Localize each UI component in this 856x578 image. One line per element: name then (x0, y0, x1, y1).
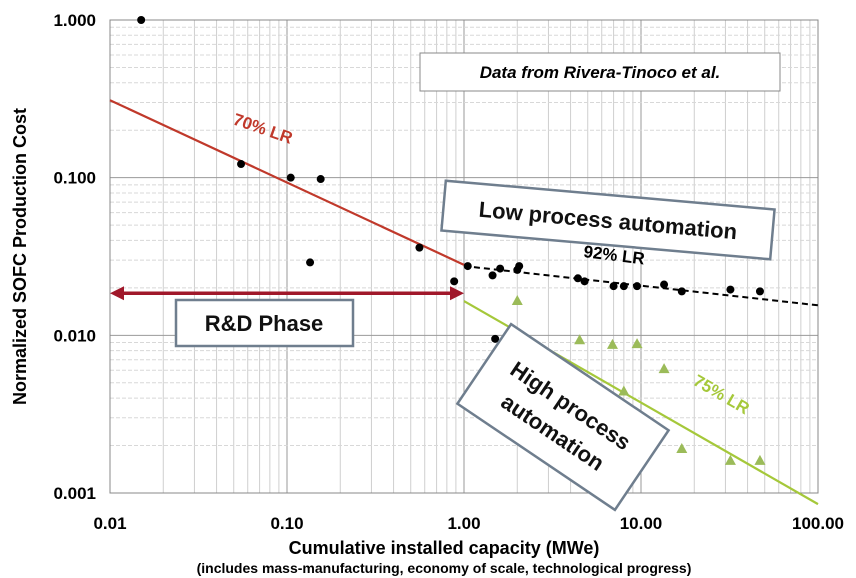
x-axis-title: Cumulative installed capacity (MWe) (289, 538, 600, 558)
y-tick-label: 0.001 (53, 484, 96, 503)
data-point (287, 174, 295, 182)
lr-75-label: 75% LR (690, 371, 753, 418)
x-tick-label: 1.00 (447, 514, 480, 533)
data-point-triangle (754, 455, 765, 465)
data-point (610, 282, 618, 290)
data-point-triangle (607, 339, 618, 349)
data-point (306, 258, 314, 266)
data-point (317, 175, 325, 183)
y-tick-label: 0.100 (53, 169, 96, 188)
data-point (660, 281, 668, 289)
data-point (726, 286, 734, 294)
high-automation-box: High process automation (457, 324, 668, 510)
source-note-box: Data from Rivera-Tinoco et al. (420, 53, 780, 91)
data-point (450, 277, 458, 285)
x-axis-subtitle: (includes mass-manufacturing, economy of… (197, 560, 692, 576)
data-point (415, 244, 423, 252)
x-tick-label: 0.10 (270, 514, 303, 533)
x-tick-label: 100.00 (792, 514, 844, 533)
x-tick-label: 10.00 (620, 514, 663, 533)
data-point (515, 262, 523, 270)
x-tick-label: 0.01 (93, 514, 126, 533)
data-point (581, 277, 589, 285)
data-point (620, 282, 628, 290)
rd-phase-box: R&D Phase (176, 300, 353, 346)
data-point (137, 16, 145, 24)
data-point (756, 287, 764, 295)
y-tick-label: 1.000 (53, 11, 96, 30)
source-note: Data from Rivera-Tinoco et al. (480, 63, 721, 82)
data-point (464, 262, 472, 270)
y-tick-label: 0.010 (53, 326, 96, 345)
rd-phase-label: R&D Phase (205, 311, 324, 336)
data-point (237, 160, 245, 168)
y-axis-title: Normalized SOFC Production Cost (10, 108, 30, 405)
data-point (678, 287, 686, 295)
data-point (489, 271, 497, 279)
data-point (496, 265, 504, 273)
data-point-triangle (676, 443, 687, 453)
data-point-triangle (512, 295, 523, 305)
high-automation-frame (457, 324, 668, 510)
data-point-triangle (659, 363, 670, 373)
data-point (633, 282, 641, 290)
lr-70-label: 70% LR (231, 110, 295, 148)
